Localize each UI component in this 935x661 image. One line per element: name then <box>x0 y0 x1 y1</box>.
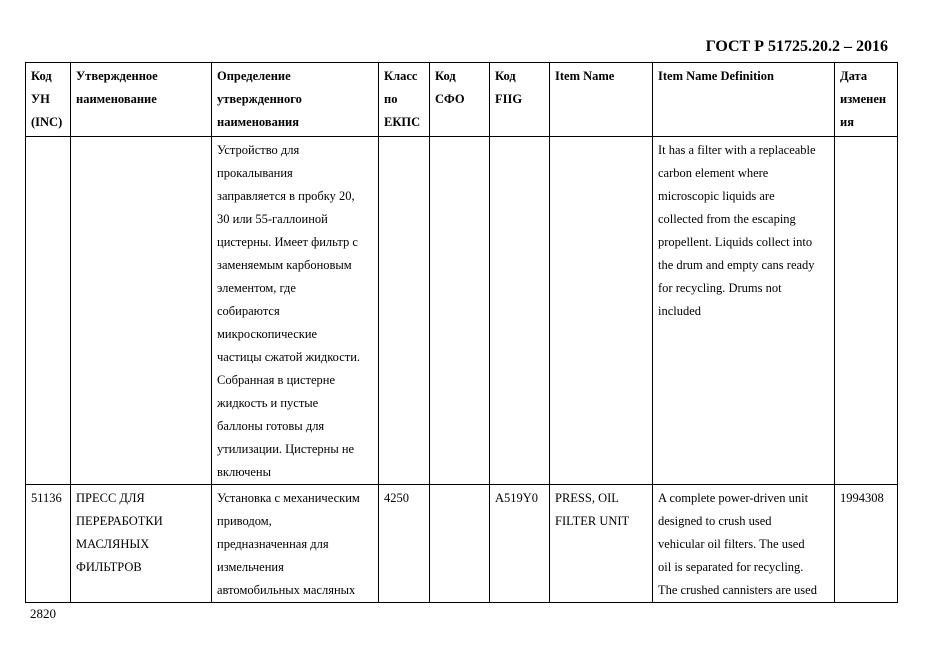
column-header: Дата изменен ия <box>834 62 898 137</box>
table-row: Устройство для прокалывания заправляется… <box>25 136 898 485</box>
table-cell: Установка с механическим приводом, предн… <box>211 484 379 603</box>
column-header: Класс по ЕКПС <box>378 62 430 137</box>
table-cell: A519Y0 <box>489 484 550 603</box>
column-header: Item Name Definition <box>652 62 835 137</box>
column-header: Утвержденное наименование <box>70 62 212 137</box>
table-cell <box>549 136 653 485</box>
column-header: Код УН (INC) <box>25 62 71 137</box>
column-header: Код FIIG <box>489 62 550 137</box>
table-row: 51136 ПРЕСС ДЛЯ ПЕРЕРАБОТКИ МАСЛЯНЫХ ФИЛ… <box>25 484 898 603</box>
table-cell: 4250 <box>378 484 430 603</box>
column-header: Определение утвержденного наименования <box>211 62 379 137</box>
header-row: Код УН (INC) Утвержденное наименование О… <box>25 62 898 137</box>
items-table: Код УН (INC) Утвержденное наименование О… <box>25 62 898 603</box>
table-cell <box>25 136 71 485</box>
table-cell <box>834 136 898 485</box>
table-cell <box>429 136 490 485</box>
table-cell <box>489 136 550 485</box>
table-cell <box>429 484 490 603</box>
document-code: ГОСТ Р 51725.20.2 – 2016 <box>705 38 888 55</box>
table-cell: A complete power-driven unit designed to… <box>652 484 835 603</box>
table-cell <box>378 136 430 485</box>
table-cell: Устройство для прокалывания заправляется… <box>211 136 379 485</box>
column-header: Код СФО <box>429 62 490 137</box>
table-cell: PRESS, OIL FILTER UNIT <box>549 484 653 603</box>
table-cell: ПРЕСС ДЛЯ ПЕРЕРАБОТКИ МАСЛЯНЫХ ФИЛЬТРОВ <box>70 484 212 603</box>
table-cell: 1994308 <box>834 484 898 603</box>
table-cell <box>70 136 212 485</box>
table-cell: It has a filter with a replaceable carbo… <box>652 136 835 485</box>
page-number: 2820 <box>30 606 56 621</box>
table-cell: 51136 <box>25 484 71 603</box>
column-header: Item Name <box>549 62 653 137</box>
